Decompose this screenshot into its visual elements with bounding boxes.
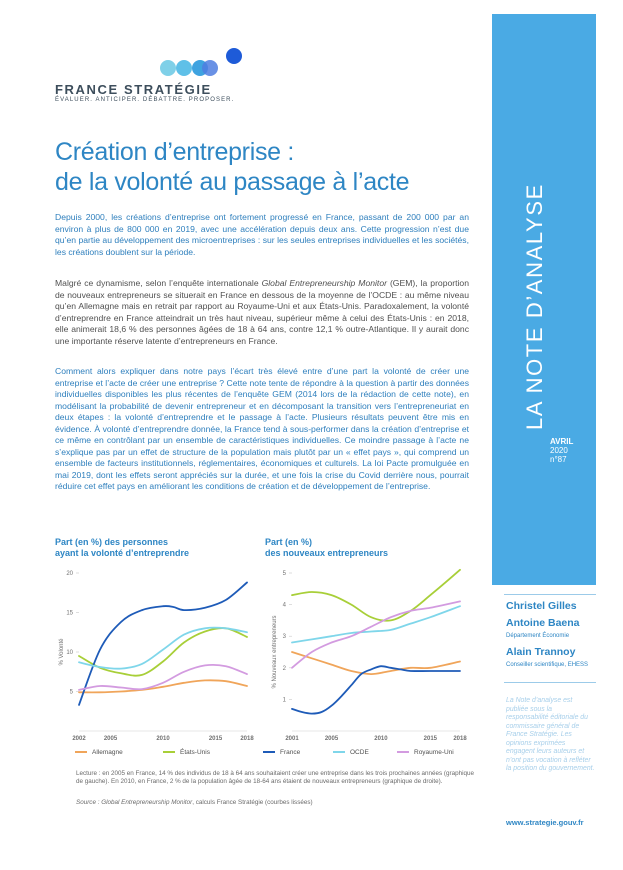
x-tick-label: 2015: [209, 736, 223, 742]
y-tick-label: 5: [283, 571, 287, 577]
legend-label: OCDE: [350, 749, 369, 756]
logo-dot-4: [202, 60, 218, 76]
legend-item-royaume-uni: Royaume-Uni: [397, 749, 454, 756]
series-line-etats-unis: [291, 568, 461, 622]
legend-item-ocde: OCDE: [333, 749, 369, 756]
author-affiliation-2: Département Économie: [506, 633, 570, 639]
disclaimer-publication: La Note d’analyse: [506, 697, 562, 704]
logo-dot-5: [226, 48, 242, 64]
series-title: LA NOTE D’ANALYSE: [522, 183, 547, 430]
y-tick-label: 10: [66, 650, 73, 656]
source-label: Source :: [76, 799, 102, 806]
x-tick-label: 2010: [156, 736, 170, 742]
context-text-before: Malgré ce dynamisme, selon l’enquête int…: [55, 278, 262, 288]
series-line-ocde: [291, 605, 461, 644]
legend-swatch: [397, 751, 409, 754]
legend-swatch: [263, 751, 275, 754]
summary-paragraph: Comment alors expliquer dans notre pays …: [55, 366, 469, 491]
author-name-2: Antoine Baena: [506, 617, 580, 629]
editorial-disclaimer: La Note d’analyse est publiée sous la re…: [506, 697, 596, 774]
series-line-allemagne: [291, 651, 461, 676]
series-line-royaume-uni: [291, 600, 461, 669]
page-title-line2: de la volonté au passage à l’acte: [55, 168, 410, 196]
legend-label: États-Unis: [180, 749, 210, 756]
brand-logo-dots: [160, 48, 250, 80]
chart-left-title-line2: ayant la volonté d’entreprendre: [55, 548, 190, 558]
author-separator-top: [504, 594, 596, 595]
series-line-etats-unis: [78, 627, 248, 677]
y-tick-label: 3: [283, 634, 287, 640]
intro-paragraph: Depuis 2000, les créations d’entreprise …: [55, 212, 469, 257]
legend-swatch: [333, 751, 345, 754]
chart-left-title: Part (en %) des personnes ayant la volon…: [55, 537, 189, 559]
y-axis-title: % Nouveaux entrepreneurs: [272, 615, 278, 688]
y-tick-label: 2: [283, 666, 287, 672]
chart-legend: Allemagne États-Unis France OCDE Royaume-Uni: [75, 749, 485, 761]
brand-tagline: ÉVALUER. ANTICIPER. DÉBATTRE. PROPOSER.: [55, 97, 235, 103]
source-name: Global Entrepreneurship Monitor: [101, 799, 193, 806]
legend-swatch: [75, 751, 87, 754]
legend-item-allemagne: Allemagne: [75, 749, 123, 756]
chart-nouveaux-entrepreneurs: 1 2 3 4 5 2001 2005 2010 2015 2018 % Nouveaux entr…: [272, 568, 467, 742]
x-tick-label: 2018: [240, 736, 254, 742]
author-name-3: Alain Trannoy: [506, 646, 576, 658]
series-line-royaume-uni: [78, 663, 248, 691]
y-tick-label: 1: [283, 697, 287, 703]
legend-item-france: France: [263, 749, 300, 756]
y-tick-label: 20: [66, 571, 73, 577]
author-affiliation-3: Conseiller scientifique, EHESS: [506, 662, 589, 668]
series-line-france: [78, 581, 248, 706]
x-tick-label: 2001: [285, 736, 299, 742]
logo-dot-2: [176, 60, 192, 76]
x-tick-label: 2005: [325, 736, 339, 742]
chart-right-title-line2: des nouveaux entrepreneurs: [265, 548, 389, 558]
x-tick-label: 2005: [104, 736, 118, 742]
y-tick-label: 4: [283, 603, 287, 609]
y-tick-label: 15: [66, 611, 73, 617]
issue-number: n°87: [550, 455, 567, 464]
series-line-ocde: [78, 626, 248, 670]
brand-name: FRANCE STRATÉGIE: [55, 82, 212, 97]
legend-label: France: [280, 749, 301, 756]
disclaimer-text: est publiée sous la responsabilité édito…: [506, 697, 595, 772]
chart-left-title-line1: Part (en %) des personnes: [55, 537, 169, 547]
logo-dot-1: [160, 60, 176, 76]
page-title-line1: Création d’entreprise :: [55, 138, 295, 166]
chart-right-title-line1: Part (en %): [265, 537, 313, 547]
chart-volonte: 5 10 15 20 2002 2005 2010 2015 2018 % Volonté: [59, 571, 254, 742]
legend-swatch: [163, 751, 175, 754]
website-link[interactable]: www.strategie.gouv.fr: [506, 818, 584, 827]
sidebar-band: [492, 14, 596, 585]
series-line-france: [291, 665, 461, 715]
issue-year: 2020: [550, 446, 568, 455]
y-tick-label: 5: [70, 690, 74, 696]
legend-label: Royaume-Uni: [414, 749, 454, 756]
chart-reading-note: Lecture : en 2005 en France, 14 % des in…: [76, 770, 475, 785]
survey-name: Global Entrepreneurship Monitor: [261, 278, 387, 288]
chart-right-title: Part (en %) des nouveaux entrepreneurs: [265, 537, 388, 559]
x-tick-label: 2018: [453, 736, 467, 742]
page-title: Création d’entreprise : de la volonté au…: [55, 137, 410, 197]
context-text-after: (GEM), la proportion de nouveaux entrepr…: [55, 278, 469, 346]
legend-item-etats-unis: États-Unis: [163, 749, 210, 756]
x-tick-label: 2010: [374, 736, 388, 742]
source-rest: , calculs France Stratégie (courbes liss…: [192, 799, 313, 806]
issue-month: AVRIL: [550, 437, 574, 446]
x-tick-label: 2015: [424, 736, 438, 742]
author-name-1: Christel Gilles: [506, 600, 577, 612]
legend-label: Allemagne: [92, 749, 123, 756]
chart-source: Source : Global Entrepreneurship Monitor…: [76, 799, 476, 807]
x-tick-label: 2002: [72, 736, 86, 742]
series-line-allemagne: [78, 679, 248, 694]
y-axis-title: % Volonté: [59, 638, 65, 666]
author-separator-bottom: [504, 682, 596, 683]
context-paragraph: Malgré ce dynamisme, selon l’enquête int…: [55, 278, 469, 347]
